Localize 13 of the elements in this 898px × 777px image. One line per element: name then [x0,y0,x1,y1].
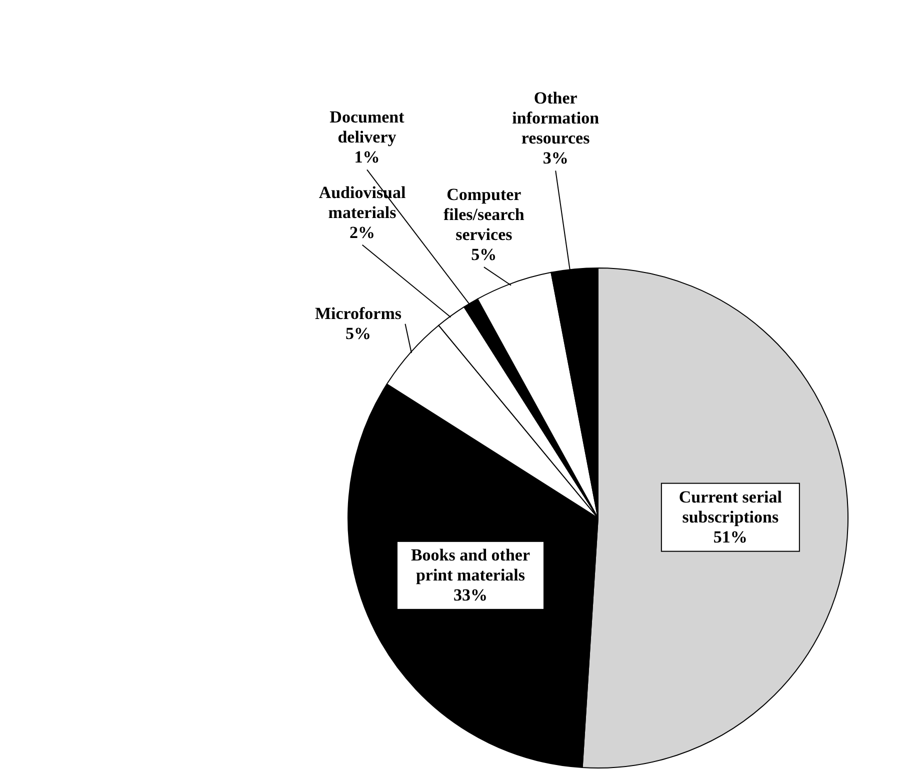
slice-label: Current serial subscriptions [678,487,782,526]
data-label: 51% [713,527,748,546]
slice-label: Document delivery [330,108,405,147]
data-label: 2% [350,222,376,242]
data-label: 1% [354,148,380,167]
data-label: 5% [471,245,497,264]
slice-label: Other information resources [512,88,600,148]
slice-label: Books and other print materials [410,545,530,584]
data-label: 5% [345,324,371,343]
slice-label: Microforms [314,304,402,323]
data-label: 33% [453,585,488,604]
slice-label: Computer files/search services [443,185,525,244]
data-label: 3% [542,148,568,168]
